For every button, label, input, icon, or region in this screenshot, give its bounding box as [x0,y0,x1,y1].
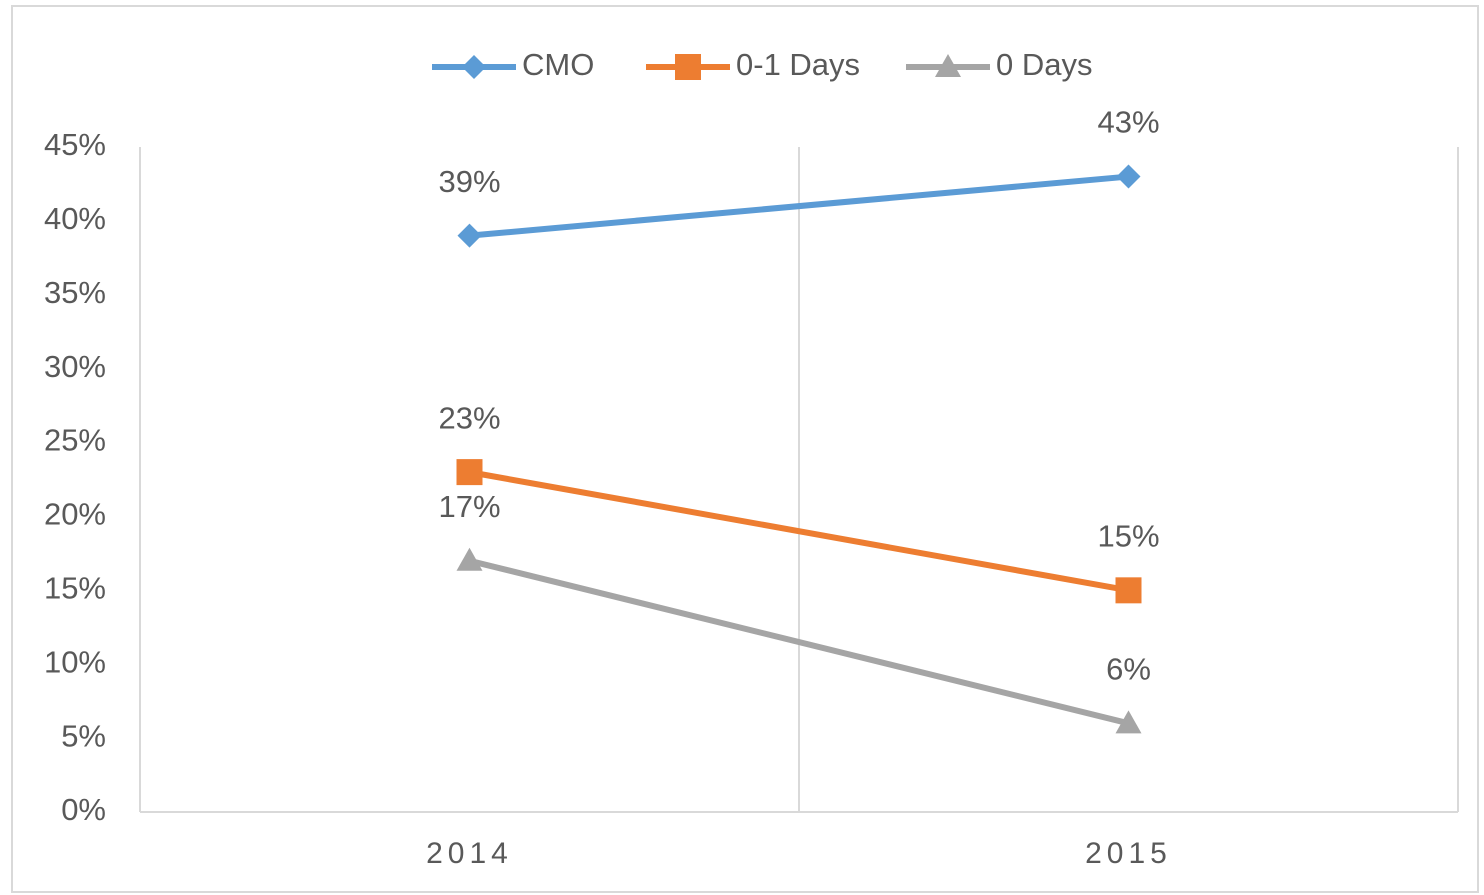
series-line [469,173,1129,239]
x-tick-label: 2015 [1085,837,1172,870]
legend-marker [935,54,961,77]
legend-label: 0 Days [996,47,1092,82]
x-tick-label: 2014 [426,837,513,870]
data-label: 23% [438,400,500,435]
legend-marker [675,54,701,80]
y-tick-label: 40% [44,201,106,236]
y-tick-label: 0% [61,792,106,827]
data-label: 17% [438,489,500,524]
y-tick-label: 35% [44,275,106,310]
data-label: 39% [438,164,500,199]
data-point [456,547,483,571]
legend-label: 0-1 Days [736,47,860,82]
y-tick-label: 30% [44,349,106,384]
series-line [468,469,1130,594]
data-label: 43% [1097,105,1159,140]
data-point [457,223,482,248]
data-point [456,459,483,486]
data-label: 6% [1106,652,1151,687]
series-line [468,557,1130,727]
data-point [1115,577,1142,604]
y-tick-label: 10% [44,644,106,679]
y-tick-label: 20% [44,497,106,532]
legend-label: CMO [522,47,594,82]
chart-frame [11,5,1479,893]
y-tick-label: 25% [44,423,106,458]
data-label: 15% [1097,519,1159,554]
data-point [1116,164,1141,189]
y-tick-label: 15% [44,571,106,606]
legend-marker [462,55,486,79]
y-tick-label: 45% [44,127,106,162]
y-tick-label: 5% [61,718,106,753]
data-point [1115,710,1142,734]
